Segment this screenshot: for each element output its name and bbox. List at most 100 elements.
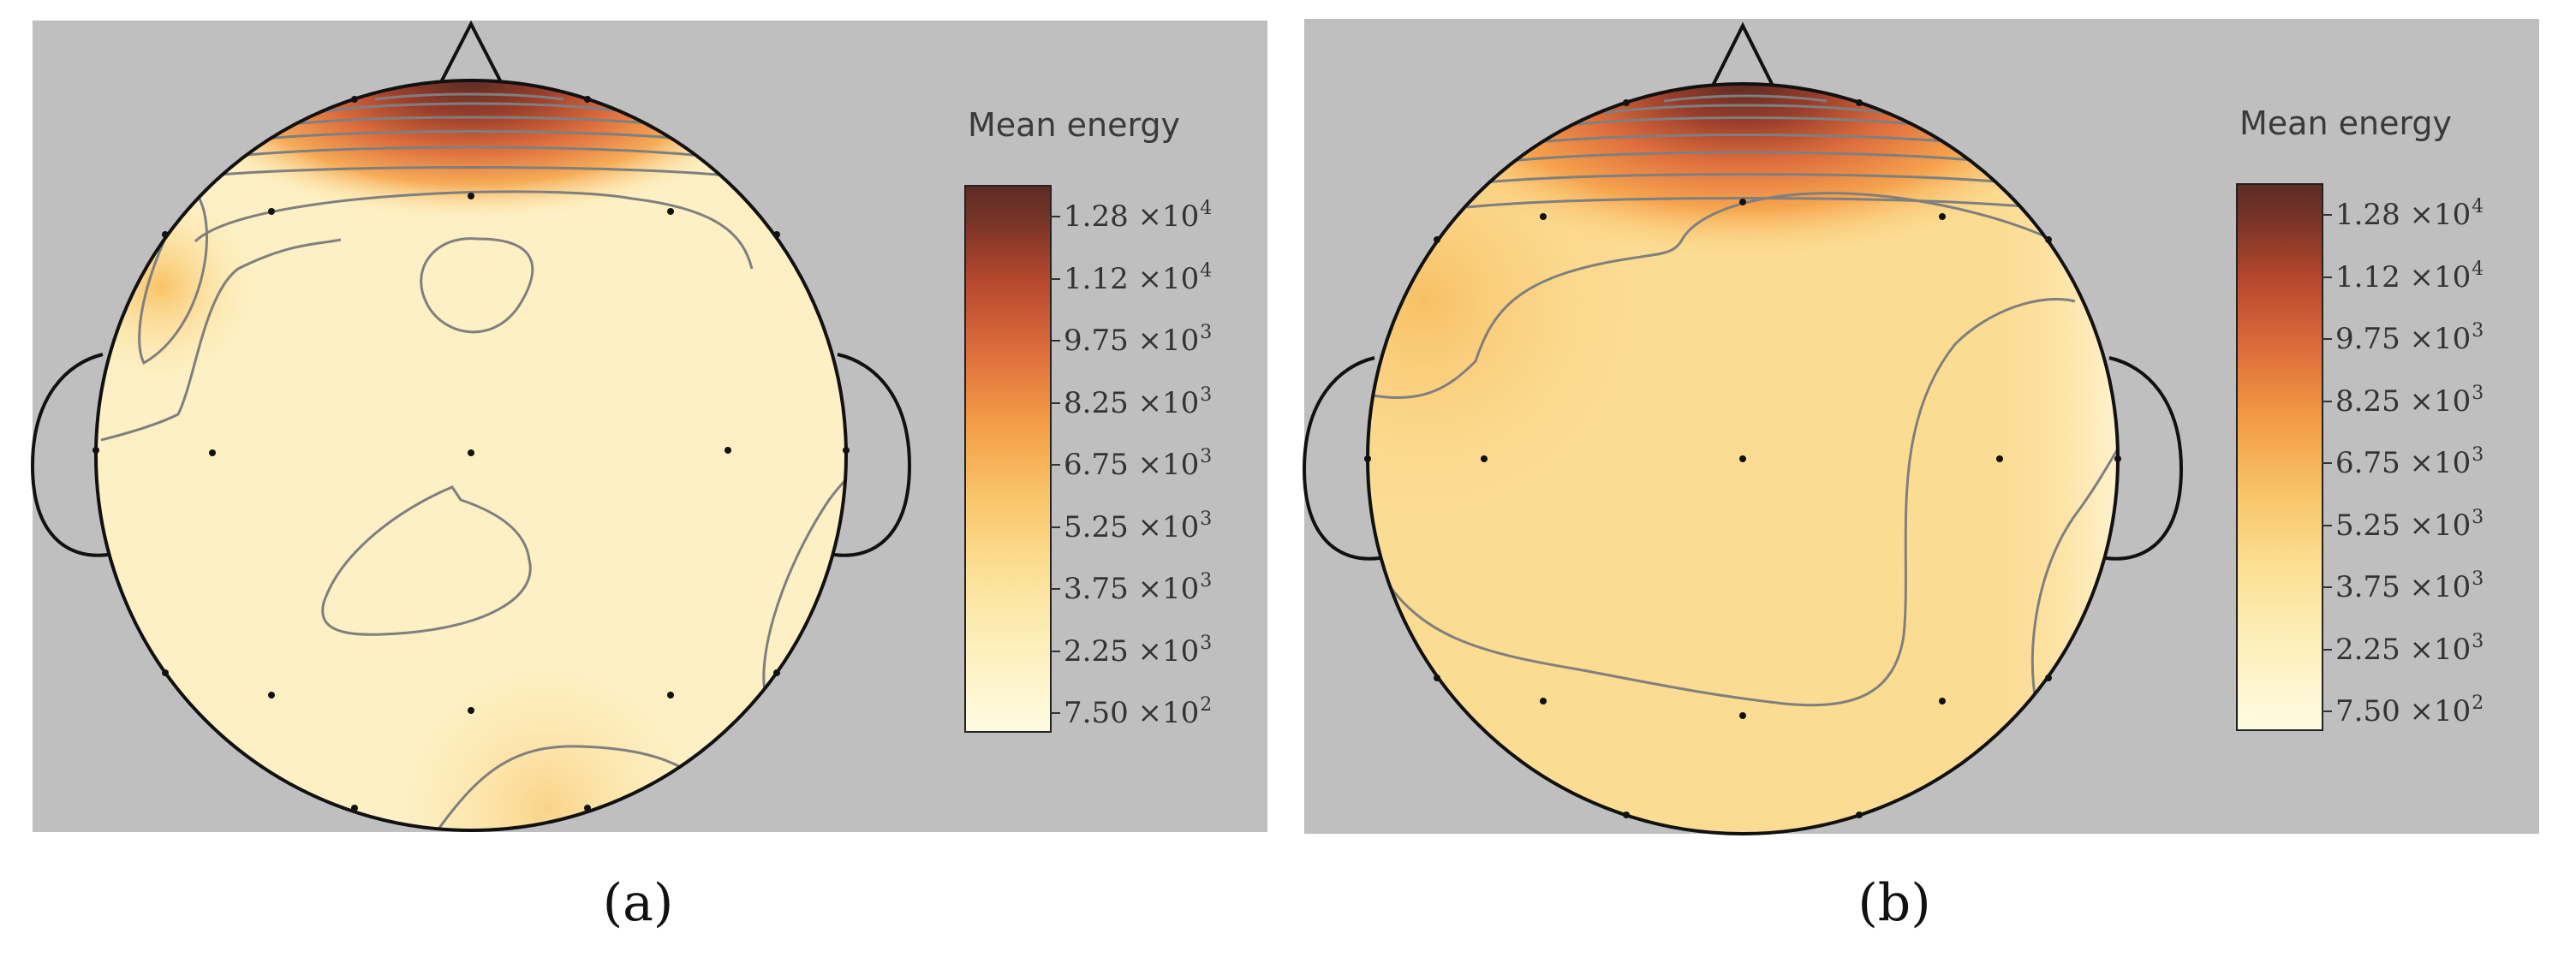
electrode xyxy=(1481,455,1488,462)
colorbar-tick-mark xyxy=(1050,712,1060,714)
electrode xyxy=(773,231,780,238)
contour-line xyxy=(1372,192,2076,400)
electrode xyxy=(584,96,591,103)
electrode xyxy=(773,669,780,676)
head-outline xyxy=(94,79,848,832)
colorbar-tick-mark xyxy=(1050,650,1060,652)
contour-line xyxy=(220,146,719,159)
electrode xyxy=(2045,236,2052,243)
colorbar-tick-label: 8.25 ×103 xyxy=(2335,382,2484,419)
colorbar-tick-mark xyxy=(2322,276,2332,278)
colorbar-tick-mark xyxy=(1050,216,1060,217)
colorbar-tick-label: 1.28 ×104 xyxy=(1064,198,1213,234)
colorbar-tick-label: 5.25 ×103 xyxy=(2335,506,2484,543)
electrode xyxy=(584,805,591,811)
electrode xyxy=(1364,455,1371,462)
head-topomap-a xyxy=(30,20,912,832)
electrode xyxy=(1939,698,1946,704)
colorbar-tick-mark xyxy=(2322,648,2332,651)
panel-label-b: (b) xyxy=(1857,873,1931,933)
colorbar-tick-label: 2.25 ×103 xyxy=(2335,630,2484,667)
electrode xyxy=(468,707,474,714)
colorbar-tick-label: 8.25 ×103 xyxy=(1064,383,1213,420)
contour-line xyxy=(1663,94,1828,103)
contour-line xyxy=(321,485,532,636)
electrode xyxy=(667,692,674,699)
contour-line xyxy=(2030,420,2118,722)
electrode xyxy=(1434,675,1440,681)
colorbar-tick-label: 3.75 ×103 xyxy=(1064,570,1213,606)
electrode xyxy=(843,447,850,454)
electrode xyxy=(1856,99,1863,106)
energy-field-a xyxy=(96,80,846,830)
contour-line xyxy=(1375,297,2076,707)
electrode-markers-b xyxy=(1364,99,2121,818)
contour-line xyxy=(1475,173,2016,185)
electrode xyxy=(1939,213,1946,220)
topomap-panel-b: Mean energy 1.28 ×104 1.12 ×104 9.75 ×103 8… xyxy=(1302,19,2539,835)
colorbar-tick-mark xyxy=(2322,586,2332,588)
colorbar-tick-mark xyxy=(2322,710,2332,712)
colorbar-tick-label: 7.50 ×102 xyxy=(2335,693,2484,728)
colorbar-tick-mark xyxy=(1050,401,1060,404)
colorbar-tick-label: 9.75 ×103 xyxy=(1064,322,1213,358)
electrode xyxy=(92,447,99,454)
colorbar-tick-mark xyxy=(2322,462,2332,464)
colorbar-tick-label: 9.75 ×103 xyxy=(2335,320,2484,356)
colorbar-tick-label: 6.75 ×103 xyxy=(1064,446,1213,482)
colorbar-tick-label: 3.75 ×103 xyxy=(2335,568,2484,604)
electrode xyxy=(2114,455,2121,462)
topomap-panel-a: Mean energy 1.28 ×104 1.12 ×104 9.75 ×103 8… xyxy=(30,20,1267,832)
contour-line xyxy=(246,130,701,142)
electrode xyxy=(468,449,474,456)
contour-line xyxy=(100,238,342,442)
colorbar-title: Mean energy xyxy=(2239,104,2453,142)
panel-label-a: (a) xyxy=(602,873,674,933)
contour-line xyxy=(420,237,534,334)
colorbar-a xyxy=(964,185,1052,733)
nose-outline xyxy=(439,20,503,83)
contour-line xyxy=(280,116,667,127)
electrode-markers-a xyxy=(92,96,850,811)
colorbar-tick-mark xyxy=(1050,340,1060,342)
electrode xyxy=(1434,236,1440,243)
electrode xyxy=(209,449,216,456)
right-ear-outline xyxy=(833,353,912,557)
contour-line xyxy=(762,451,846,706)
colorbar-tick-label: 1.28 ×104 xyxy=(2335,196,2484,232)
electrode xyxy=(268,208,275,215)
colorbar-tick-mark xyxy=(1050,526,1060,528)
electrode xyxy=(162,669,169,676)
colorbar-tick-label: 1.12 ×104 xyxy=(1064,259,1213,296)
colorbar-tick-mark xyxy=(1050,464,1060,466)
colorbar-tick-mark xyxy=(2322,524,2332,526)
colorbar-tick-label: 2.25 ×103 xyxy=(1064,632,1213,669)
contour-line xyxy=(374,92,564,101)
electrode xyxy=(2045,675,2052,681)
colorbar-tick-mark xyxy=(2322,400,2332,402)
electrode xyxy=(724,447,731,454)
electrode xyxy=(351,96,358,103)
colorbar-tick-mark xyxy=(2322,338,2332,340)
electrode xyxy=(351,805,358,811)
colorbar-tick-label: 7.50 ×102 xyxy=(1064,694,1213,730)
colorbar-title: Mean energy xyxy=(968,106,1181,144)
electrode xyxy=(1540,698,1547,704)
electrode xyxy=(1739,199,1746,205)
electrode xyxy=(468,193,474,199)
contour-line xyxy=(323,102,624,113)
electrode xyxy=(1540,213,1547,220)
colorbar-tick-label: 1.12 ×104 xyxy=(2335,258,2484,294)
contour-line xyxy=(1492,151,1999,164)
electrode xyxy=(1623,99,1630,106)
colorbar-tick-label: 6.75 ×103 xyxy=(2335,444,2484,480)
contour-line xyxy=(1466,197,2033,209)
energy-field-b xyxy=(1368,84,2118,834)
left-ear-outline xyxy=(1302,356,1380,561)
colorbar-tick-label: 5.25 ×103 xyxy=(1064,508,1213,544)
electrode xyxy=(1996,455,2003,462)
contour-line xyxy=(1518,134,1973,146)
colorbar-tick-mark xyxy=(1050,277,1060,280)
colorbar-b xyxy=(2236,183,2323,731)
contour-line xyxy=(1552,116,1939,128)
